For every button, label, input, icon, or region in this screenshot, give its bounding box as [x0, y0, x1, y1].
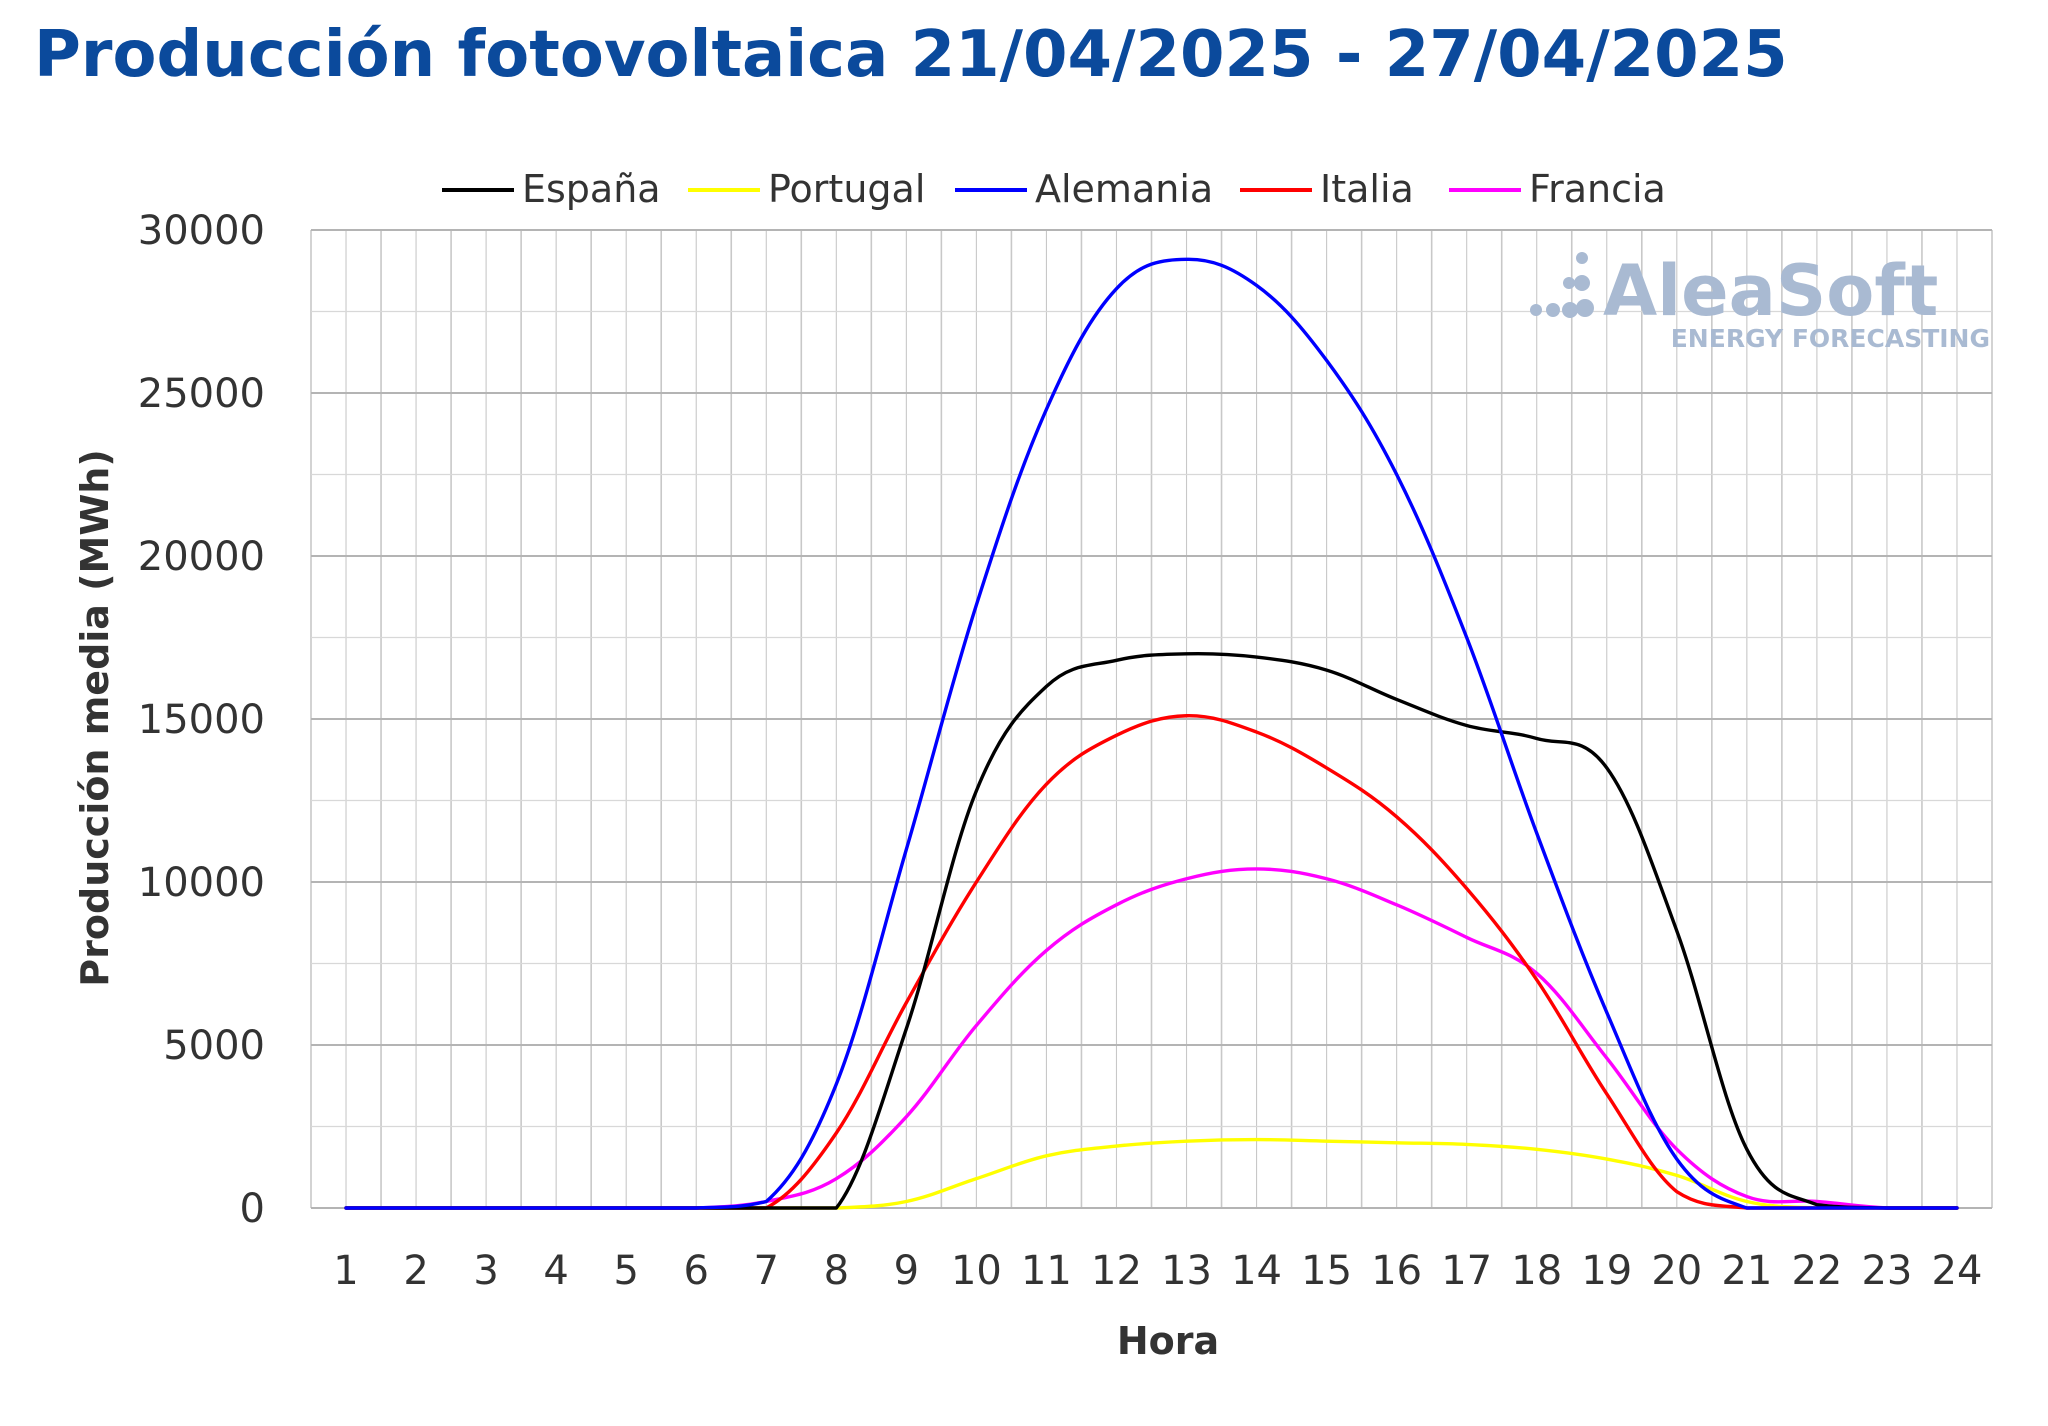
x-tick-label: 10: [951, 1248, 1002, 1294]
y-axis-ticks: 0 5000 10000 15000 20000 25000 30000: [138, 208, 265, 1232]
x-tick-label: 15: [1301, 1248, 1352, 1294]
x-tick-label: 6: [684, 1248, 709, 1294]
x-tick-label: 3: [473, 1248, 498, 1294]
legend-label-alemania: Alemania: [1035, 167, 1213, 211]
x-tick-label: 8: [824, 1248, 849, 1294]
x-axis-label: Hora: [1117, 1319, 1219, 1363]
watermark-logo-subtext: ENERGY FORECASTING: [1671, 324, 1990, 353]
y-tick-label: 0: [240, 1186, 265, 1232]
x-tick-label: 18: [1511, 1248, 1562, 1294]
x-tick-label: 24: [1932, 1248, 1983, 1294]
chart-title: Producción fotovoltaica 21/04/2025 - 27/…: [34, 18, 1788, 92]
grid-lines: [310, 229, 1993, 1209]
watermark-logo-text: AleaSoft: [1603, 250, 1938, 332]
x-tick-label: 7: [754, 1248, 779, 1294]
y-tick-label: 25000: [138, 371, 265, 417]
legend-label-portugal: Portugal: [768, 167, 925, 211]
legend-label-francia: Francia: [1529, 167, 1666, 211]
aleasoft-logo-icon: [1530, 252, 1594, 318]
x-axis-ticks: 1 2 3 4 5 6 7 8 9 10 11 12 13 14 15 16 17 18 19 20 21 22 23 24: [333, 1248, 1982, 1294]
y-tick-label: 20000: [138, 534, 265, 580]
legend-label-italia: Italia: [1320, 167, 1414, 211]
x-tick-label: 5: [613, 1248, 638, 1294]
x-tick-label: 4: [543, 1248, 568, 1294]
x-tick-label: 17: [1441, 1248, 1492, 1294]
y-tick-label: 10000: [138, 860, 265, 906]
y-tick-label: 30000: [138, 208, 265, 254]
x-tick-label: 16: [1371, 1248, 1422, 1294]
x-tick-label: 13: [1161, 1248, 1212, 1294]
y-tick-label: 5000: [163, 1023, 265, 1069]
x-tick-label: 23: [1861, 1248, 1912, 1294]
series-lines: [344, 257, 1959, 1210]
y-tick-label: 15000: [138, 697, 265, 743]
legend-label-espana: España: [522, 167, 661, 211]
y-axis-label: Producción media (MWh): [73, 449, 117, 986]
x-tick-label: 20: [1651, 1248, 1702, 1294]
aleasoft-watermark: AleaSoft ENERGY FORECASTING: [1530, 250, 1990, 353]
x-tick-label: 11: [1021, 1248, 1072, 1294]
x-tick-label: 1: [333, 1248, 358, 1294]
x-tick-label: 19: [1581, 1248, 1632, 1294]
x-tick-label: 2: [403, 1248, 428, 1294]
series-line-alemania: [344, 257, 1959, 1210]
x-tick-label: 12: [1091, 1248, 1142, 1294]
x-tick-label: 21: [1721, 1248, 1772, 1294]
x-tick-label: 9: [894, 1248, 919, 1294]
x-tick-label: 14: [1231, 1248, 1282, 1294]
legend: España Portugal Alemania Italia Francia: [442, 167, 1666, 211]
x-tick-label: 22: [1791, 1248, 1842, 1294]
